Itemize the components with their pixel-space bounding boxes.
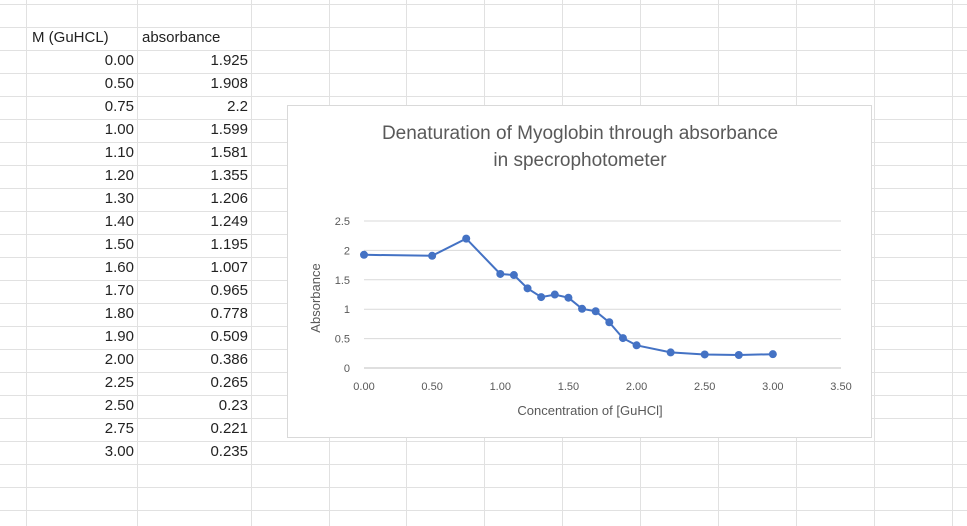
data-point[interactable] — [666, 348, 675, 357]
x-tick-label: 1.00 — [490, 381, 511, 393]
cell-absorbance[interactable]: 0.509 — [210, 328, 248, 345]
y-tick-label: 0 — [344, 363, 350, 375]
data-point[interactable] — [591, 307, 600, 316]
data-point[interactable] — [618, 334, 627, 343]
y-tick-label: 2.5 — [335, 216, 350, 228]
data-point[interactable] — [509, 271, 518, 280]
x-tick-label: 2.00 — [626, 381, 647, 393]
cell-concentration[interactable]: 3.00 — [104, 443, 134, 460]
chart-svg: Denaturation of Myoglobin through absorb… — [308, 123, 852, 418]
x-tick-label: 2.50 — [694, 381, 715, 393]
cell-concentration[interactable]: 1.60 — [104, 259, 134, 276]
chart-area[interactable]: Denaturation of Myoglobin through absorb… — [287, 105, 872, 438]
cell-absorbance[interactable]: 0.235 — [210, 443, 248, 460]
cell-concentration[interactable]: 0.00 — [104, 52, 134, 69]
data-point[interactable] — [462, 234, 471, 243]
cell-concentration[interactable]: 1.70 — [104, 282, 134, 299]
y-tick-label: 0.5 — [335, 334, 350, 346]
cell-absorbance[interactable]: 0.265 — [210, 374, 248, 391]
data-point[interactable] — [605, 318, 614, 327]
x-tick-label: 0.00 — [353, 381, 374, 393]
cell-concentration[interactable]: 0.75 — [104, 98, 134, 115]
cell-absorbance[interactable]: 1.355 — [210, 167, 248, 184]
x-axis-ticks: 0.00 0.50 1.00 1.50 2.00 2.50 3.00 3.50 — [353, 381, 851, 393]
data-point[interactable] — [578, 304, 587, 313]
cell-concentration[interactable]: 1.50 — [104, 236, 134, 253]
x-tick-label: 1.50 — [558, 381, 579, 393]
cell-absorbance[interactable]: 1.581 — [210, 144, 248, 161]
data-point[interactable] — [632, 341, 641, 350]
data-point[interactable] — [768, 350, 777, 359]
chart-title-line-2: in specrophotometer — [493, 150, 667, 171]
y-tick-label: 1 — [344, 304, 350, 316]
cell-concentration[interactable]: 2.50 — [104, 397, 134, 414]
x-tick-label: 0.50 — [421, 381, 442, 393]
x-tick-label: 3.00 — [762, 381, 783, 393]
data-point[interactable] — [496, 269, 505, 278]
data-point[interactable] — [734, 351, 743, 360]
cell-concentration[interactable]: 1.40 — [104, 213, 134, 230]
cell-concentration[interactable]: 2.75 — [104, 420, 134, 437]
data-point[interactable] — [360, 250, 368, 259]
data-point[interactable] — [537, 293, 546, 302]
cell-concentration[interactable]: 1.30 — [104, 190, 134, 207]
cell-absorbance[interactable]: 0.965 — [210, 282, 248, 299]
cell-absorbance[interactable]: 1.195 — [210, 236, 248, 253]
cell-concentration[interactable]: 2.25 — [104, 374, 134, 391]
series-line — [363, 237, 773, 357]
data-point[interactable] — [550, 290, 559, 299]
chart-series — [360, 234, 777, 360]
cell-absorbance[interactable]: 2.2 — [227, 98, 248, 115]
header-cell-m-guhcl[interactable]: M (GuHCL) — [32, 29, 109, 46]
x-axis-title: Concentration of [GuHCl] — [517, 403, 662, 418]
data-point[interactable] — [428, 251, 437, 260]
x-tick-label: 3.50 — [830, 381, 851, 393]
cell-absorbance[interactable]: 1.925 — [210, 52, 248, 69]
cell-absorbance[interactable]: 1.249 — [210, 213, 248, 230]
cell-concentration[interactable]: 2.00 — [104, 351, 134, 368]
y-tick-label: 2 — [344, 245, 350, 257]
cell-concentration[interactable]: 1.00 — [104, 121, 134, 138]
cell-concentration[interactable]: 0.50 — [104, 75, 134, 92]
chart-title-line-1: Denaturation of Myoglobin through absorb… — [382, 123, 778, 144]
cell-absorbance[interactable]: 1.206 — [210, 190, 248, 207]
cell-absorbance[interactable]: 0.778 — [210, 305, 248, 322]
y-axis-title: Absorbance — [308, 263, 323, 332]
data-point[interactable] — [564, 293, 573, 302]
cell-absorbance[interactable]: 0.221 — [210, 420, 248, 437]
header-cell-absorbance[interactable]: absorbance — [142, 29, 221, 46]
cell-concentration[interactable]: 1.20 — [104, 167, 134, 184]
data-point[interactable] — [700, 350, 709, 359]
chart-gridlines — [364, 220, 841, 369]
cell-absorbance[interactable]: 0.23 — [218, 397, 248, 414]
cell-concentration[interactable]: 1.90 — [104, 328, 134, 345]
y-tick-label: 1.5 — [335, 275, 350, 287]
cell-absorbance[interactable]: 1.908 — [210, 75, 248, 92]
cell-absorbance[interactable]: 1.599 — [210, 121, 248, 138]
cell-concentration[interactable]: 1.10 — [104, 144, 134, 161]
cell-absorbance[interactable]: 0.386 — [210, 351, 248, 368]
data-point[interactable] — [523, 284, 532, 293]
cell-absorbance[interactable]: 1.007 — [210, 259, 248, 276]
cell-concentration[interactable]: 1.80 — [104, 305, 134, 322]
y-axis-ticks: 0 0.5 1 1.5 2 2.5 — [335, 216, 350, 375]
